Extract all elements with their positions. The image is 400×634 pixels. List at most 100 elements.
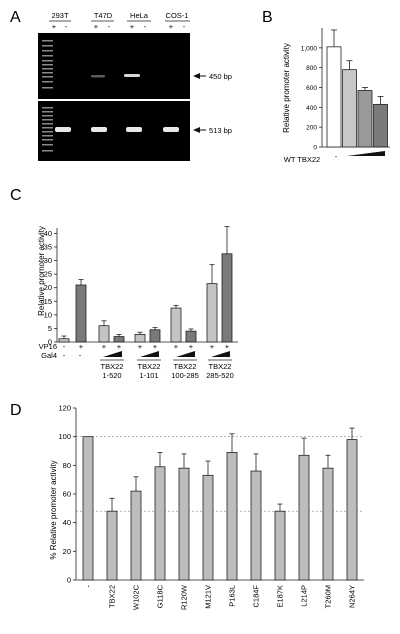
c-construct-range: 1-101 — [139, 371, 158, 380]
band-label-513: 513 bp — [209, 126, 232, 135]
d-bar — [130, 490, 142, 581]
panel-c-label: C — [10, 187, 22, 204]
d-ytick-label: 100 — [58, 432, 71, 441]
b-ytick-label: 200 — [306, 125, 317, 132]
lane-sign: - — [65, 22, 68, 31]
c-ytick-label: 15 — [44, 297, 52, 306]
b-bar — [342, 69, 357, 148]
c-construct-range: 285-520 — [206, 371, 234, 380]
c-bar — [113, 336, 125, 343]
ladder-bands — [42, 107, 53, 152]
c-vp16-sign: + — [210, 342, 215, 351]
b-ylabel: Relative promoter activity — [282, 43, 291, 133]
d-ytick-label: 20 — [63, 547, 71, 556]
d-category-label: L214P — [300, 585, 309, 607]
d-bar — [154, 466, 166, 581]
d-bar — [226, 452, 238, 581]
c-construct-range: 100-285 — [171, 371, 199, 380]
gel-band-hela — [124, 74, 140, 77]
d-category-label: W102C — [132, 584, 141, 610]
c-bar — [58, 338, 70, 343]
c-bar — [206, 283, 218, 343]
gel-band-cos1 — [163, 127, 179, 132]
ladder-bands — [42, 40, 53, 89]
gel-image-bottom — [38, 101, 190, 161]
panel-d-label: D — [10, 402, 22, 419]
d-category-label: - — [84, 585, 93, 588]
b-treatment: - WT TBX22 — [284, 151, 385, 164]
c-construct-range: 1-520 — [102, 371, 121, 380]
c-bar — [221, 253, 233, 343]
b-ytick-label: 400 — [306, 105, 317, 112]
c-bar — [134, 333, 146, 343]
d-bar — [322, 467, 334, 581]
c-treatment-rows: VP16 Gal4 - + + + + + + + + + - - TBX22 1-520 TBX… — [39, 342, 234, 380]
d-category-label: TBX22 — [108, 585, 117, 608]
c-dose-wedge — [211, 351, 230, 357]
b-dose-wedge — [347, 151, 385, 156]
c-bar — [149, 329, 161, 343]
lane-sign: + — [52, 22, 57, 31]
b-bar — [373, 103, 388, 148]
c-row-label-vp16: VP16 — [39, 342, 57, 351]
lane-sign: + — [130, 22, 135, 31]
cell-line-label: COS-1 — [166, 11, 189, 20]
d-bar — [298, 454, 310, 581]
c-vp16-sign: - — [63, 342, 66, 351]
d-category-label: N264Y — [348, 585, 357, 608]
cell-line-label: 293T — [51, 11, 69, 20]
c-vp16-sign: + — [102, 342, 107, 351]
d-ytick-label: 40 — [63, 518, 71, 527]
c-vp16-sign: + — [174, 342, 179, 351]
lane-sign: - — [144, 22, 147, 31]
c-vp16-sign: + — [138, 342, 143, 351]
b-ytick-label: 1,000 — [301, 45, 318, 52]
lane-sign: + — [169, 22, 174, 31]
d-category-label: P163L — [228, 585, 237, 607]
c-plot — [58, 226, 233, 343]
cell-line-label: HeLa — [130, 11, 149, 20]
c-ytick-label: 20 — [44, 283, 52, 292]
c-bar — [98, 325, 110, 343]
b-ytick-label: 0 — [313, 145, 317, 152]
c-bar — [170, 307, 182, 343]
c-vp16-sign: + — [189, 342, 194, 351]
c-ytick-label: 40 — [44, 229, 52, 238]
c-dose-wedge — [140, 351, 159, 357]
b-ytick-label: 800 — [306, 65, 317, 72]
c-vp16-sign: + — [225, 342, 230, 351]
d-bar — [346, 439, 358, 581]
c-dose-wedge — [176, 351, 195, 357]
cell-line-label: T47D — [94, 11, 113, 20]
b-treatment-label: WT TBX22 — [284, 155, 320, 164]
c-ytick-label: 35 — [44, 243, 52, 252]
d-bar — [250, 470, 262, 581]
gel-band-293t — [55, 127, 71, 132]
d-axes: 0 20 40 60 80 100 120 — [58, 404, 364, 585]
c-bar — [185, 330, 197, 343]
c-row-label-gal4: Gal4 — [41, 351, 57, 360]
d-category-label: R120W — [180, 584, 189, 610]
d-category-label: E187K — [276, 585, 285, 608]
gel-band-t47d — [91, 75, 105, 78]
c-construct-name: TBX22 — [209, 362, 232, 371]
gel-band-t47d — [91, 127, 107, 132]
gel-image-top — [38, 33, 190, 99]
panel-a-label: A — [10, 9, 21, 26]
c-ytick-label: 5 — [48, 324, 52, 333]
c-construct-name: TBX22 — [138, 362, 161, 371]
c-vp16-sign: + — [153, 342, 158, 351]
band-label-450: 450 bp — [209, 72, 232, 81]
c-vp16-sign: + — [117, 342, 122, 351]
c-vp16-signs: - + + + + + + + + + — [63, 342, 230, 351]
d-bar — [202, 474, 214, 581]
c-dose-wedge — [103, 351, 122, 357]
d-category-label: G118C — [156, 584, 165, 608]
b-plot — [326, 29, 388, 148]
band-marker-513: 513 bp — [193, 126, 232, 135]
d-ytick-label: 120 — [58, 404, 71, 413]
c-ytick-label: 30 — [44, 256, 52, 265]
panel-b-label: B — [262, 9, 273, 26]
panel-a-lane-headers: 293T T47D HeLa COS-1 + - + - + - + - — [49, 11, 190, 31]
